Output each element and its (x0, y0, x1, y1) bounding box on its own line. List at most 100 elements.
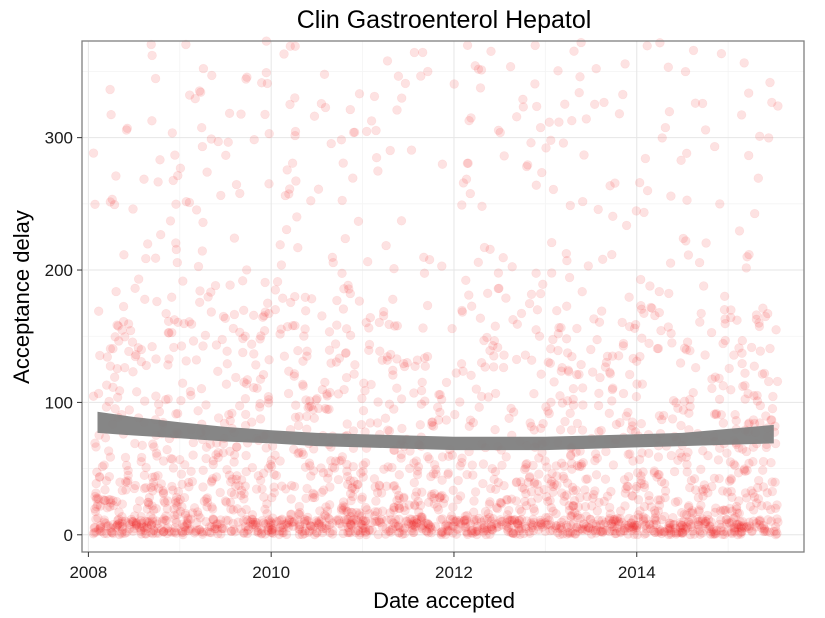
data-point (148, 525, 159, 535)
data-point (441, 519, 451, 530)
data-point (720, 335, 730, 346)
data-point (183, 513, 193, 524)
data-point (170, 150, 180, 160)
data-point (375, 346, 385, 356)
data-point (110, 332, 120, 342)
data-point (226, 477, 236, 487)
data-point (471, 515, 482, 525)
data-point (578, 458, 588, 468)
data-point (663, 525, 674, 536)
data-point (717, 486, 728, 496)
data-point (565, 451, 576, 461)
data-point (763, 133, 774, 143)
data-point (590, 449, 601, 459)
data-point (171, 492, 182, 503)
data-point (490, 425, 500, 435)
data-point (103, 520, 113, 531)
data-point (178, 529, 188, 540)
data-point (748, 415, 759, 425)
data-point (759, 368, 770, 379)
data-point (199, 496, 210, 506)
data-point (754, 321, 765, 332)
data-point (516, 477, 526, 487)
data-point (202, 502, 212, 512)
data-point (208, 514, 218, 525)
data-point (180, 460, 190, 470)
data-point (374, 481, 385, 491)
data-point (767, 486, 777, 497)
data-point (305, 521, 316, 531)
data-point (416, 512, 426, 522)
data-point (201, 400, 211, 410)
data-point (155, 155, 165, 165)
data-point (682, 467, 692, 477)
data-point (323, 468, 334, 478)
data-point (109, 199, 120, 210)
data-point (532, 521, 543, 531)
data-point (516, 523, 527, 534)
data-point (554, 117, 564, 127)
data-point (655, 38, 665, 48)
data-point (532, 305, 543, 315)
data-point (556, 366, 566, 376)
data-point (497, 460, 507, 470)
data-point (626, 518, 636, 528)
data-point (727, 528, 737, 539)
data-point (480, 506, 491, 517)
data-point (708, 529, 719, 539)
data-point (458, 178, 469, 188)
data-point (185, 386, 196, 397)
data-point (682, 459, 692, 470)
data-point (191, 205, 202, 215)
data-point (677, 520, 687, 531)
data-point (344, 284, 354, 294)
data-point (141, 482, 151, 493)
data-point (545, 495, 555, 506)
data-point (310, 492, 320, 503)
data-point (89, 523, 99, 533)
data-point (437, 394, 447, 405)
data-point (574, 369, 584, 380)
x-tick-label: 2014 (618, 563, 656, 582)
data-point (604, 502, 615, 513)
data-point (744, 249, 754, 260)
data-point (412, 518, 422, 528)
data-point (90, 504, 100, 514)
data-point (626, 424, 636, 435)
data-point (380, 413, 391, 423)
data-point (119, 250, 129, 260)
data-point (156, 230, 166, 240)
data-point (202, 526, 212, 537)
data-point (573, 526, 583, 536)
data-point (275, 456, 285, 466)
data-point (745, 501, 756, 512)
data-point (91, 442, 101, 452)
data-point (448, 528, 458, 538)
data-point (527, 522, 537, 533)
data-point (503, 523, 514, 533)
data-point (279, 351, 290, 361)
data-point (650, 527, 660, 537)
data-point (561, 301, 572, 311)
data-point (218, 448, 228, 458)
data-point (734, 343, 744, 353)
data-point (201, 494, 211, 504)
data-point (393, 71, 404, 81)
data-point (318, 523, 328, 534)
data-point (737, 516, 748, 527)
data-point (690, 98, 701, 108)
data-point (469, 514, 479, 525)
data-point (387, 462, 397, 473)
data-point (427, 524, 437, 535)
data-point (623, 449, 633, 460)
data-point (637, 333, 647, 343)
data-point (681, 148, 692, 159)
data-point (529, 506, 540, 516)
data-point (295, 521, 305, 532)
data-point (719, 305, 730, 315)
data-point (447, 450, 457, 460)
data-point (348, 127, 359, 138)
data-point (376, 488, 387, 498)
data-point (118, 316, 129, 327)
data-point (366, 379, 376, 390)
